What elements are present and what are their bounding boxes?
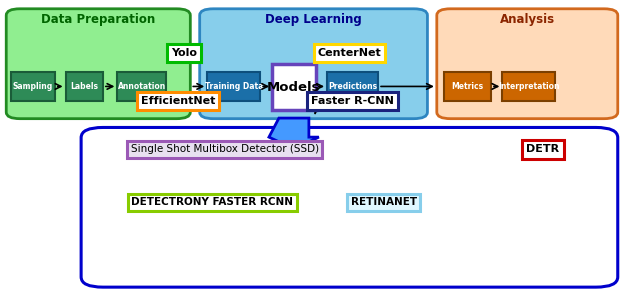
FancyBboxPatch shape [200,9,427,119]
Bar [117,72,166,101]
FancyBboxPatch shape [81,127,618,287]
Text: Labels: Labels [71,82,98,91]
Text: Metrics: Metrics [452,82,484,91]
Text: Data Preparation: Data Preparation [41,13,155,25]
Text: DETR: DETR [526,144,560,154]
Bar [444,72,491,101]
Bar [11,72,55,101]
Bar [207,72,260,101]
Text: Predictions: Predictions [328,82,377,91]
Text: Faster R-CNN: Faster R-CNN [311,96,394,106]
Bar [272,64,316,110]
Text: EfficientNet: EfficientNet [140,96,215,106]
Text: Training Data: Training Data [205,82,263,91]
Text: Interpretation: Interpretation [498,82,560,91]
Bar [502,72,555,101]
Bar [66,72,103,101]
Text: Models: Models [267,81,321,94]
Text: Yolo: Yolo [171,48,197,58]
Text: DETECTRONY FASTER RCNN: DETECTRONY FASTER RCNN [131,197,293,207]
Text: Deep Learning: Deep Learning [265,13,362,25]
Polygon shape [269,118,319,149]
FancyBboxPatch shape [6,9,190,119]
Text: Sampling: Sampling [13,82,53,91]
Text: RETINANET: RETINANET [351,197,417,207]
Text: Single Shot Multibox Detector (SSD): Single Shot Multibox Detector (SSD) [130,144,319,154]
Text: Annotation: Annotation [117,82,166,91]
Text: CenterNet: CenterNet [318,48,381,58]
Bar [327,72,378,101]
FancyBboxPatch shape [437,9,618,119]
Text: Analysis: Analysis [500,13,555,25]
